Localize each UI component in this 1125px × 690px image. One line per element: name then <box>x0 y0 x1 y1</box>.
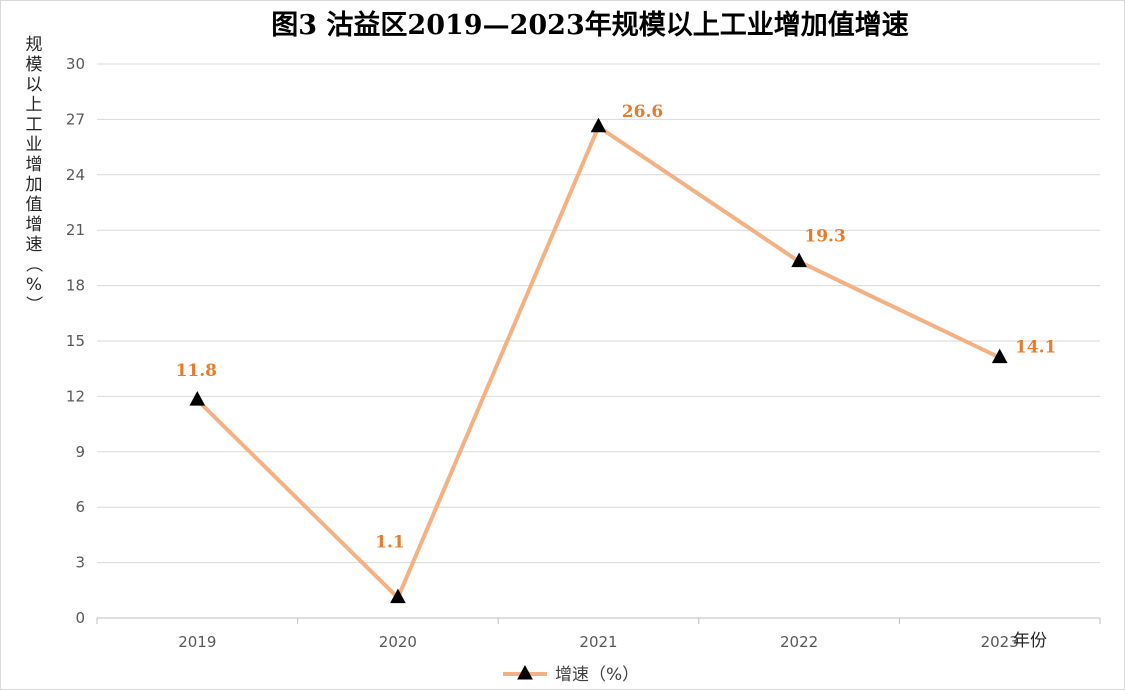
data-point-marker <box>991 348 1008 364</box>
y-axis-label-char: ） <box>23 296 43 313</box>
x-tick-label: 2021 <box>579 633 617 651</box>
y-axis-label-char: 工 <box>26 115 43 135</box>
y-tick-label: 21 <box>66 221 85 239</box>
legend-marker-icon <box>517 664 533 680</box>
y-axis-label-char: % <box>26 275 42 295</box>
data-point-marker <box>791 252 807 268</box>
x-tick-label: 2019 <box>178 633 216 651</box>
y-axis-label-char: 规 <box>26 35 43 55</box>
data-labels: 11.8 1.1 26.6 19.3 14.1 <box>176 102 1057 553</box>
gridlines <box>97 63 1100 564</box>
y-axis-label: 规模以上工业增加值增速（%） <box>23 35 43 313</box>
data-label: 14.1 <box>1015 338 1056 358</box>
data-point-marker <box>390 588 406 604</box>
data-point-marker <box>590 117 607 133</box>
chart-title: 图3 沽益区2019—2023年规模以上工业增加值增速 <box>271 9 908 41</box>
y-axis-label-char: 业 <box>26 135 43 155</box>
x-axis-label: 年份 <box>1013 631 1047 651</box>
data-label: 19.3 <box>804 227 845 247</box>
data-point-marker <box>189 391 206 406</box>
data-label: 11.8 <box>176 361 217 381</box>
y-axis-label-char: 速 <box>26 235 43 255</box>
x-tick-label: 2023 <box>981 633 1019 651</box>
y-tick-label: 3 <box>75 554 85 572</box>
data-label: 1.1 <box>375 533 405 553</box>
y-tick-label: 6 <box>75 498 85 516</box>
y-tick-label: 15 <box>66 332 85 350</box>
y-tick-label: 0 <box>75 609 85 627</box>
y-axis-label-char: 以 <box>26 75 43 95</box>
y-axis-label-char: 模 <box>26 55 43 75</box>
y-axis-label-char: 增 <box>26 215 43 235</box>
y-tick-label: 27 <box>66 110 85 128</box>
series-layer <box>189 117 1008 604</box>
x-tick-label: 2022 <box>780 633 818 651</box>
legend-label: 增速（%） <box>555 665 639 685</box>
series-line <box>195 124 1002 600</box>
axes: 0 3 6 9 12 15 18 21 24 27 30 2019 2020 2021 2022 2023 <box>66 55 1101 651</box>
y-tick-label: 12 <box>66 387 85 405</box>
y-axis-label-char: 值 <box>26 195 43 215</box>
y-axis-label-char: （ <box>23 256 43 273</box>
y-tick-label: 30 <box>66 55 85 73</box>
y-axis-label-char: 加 <box>26 175 43 195</box>
x-tick-label: 2020 <box>379 633 417 651</box>
y-tick-label: 24 <box>66 166 85 184</box>
y-axis-label-char: 增 <box>26 155 43 175</box>
y-tick-label: 9 <box>75 443 85 461</box>
legend: 增速（%） <box>503 664 639 685</box>
data-label: 26.6 <box>622 102 663 122</box>
y-tick-label: 18 <box>66 277 85 295</box>
y-axis-label-char: 上 <box>26 95 43 115</box>
